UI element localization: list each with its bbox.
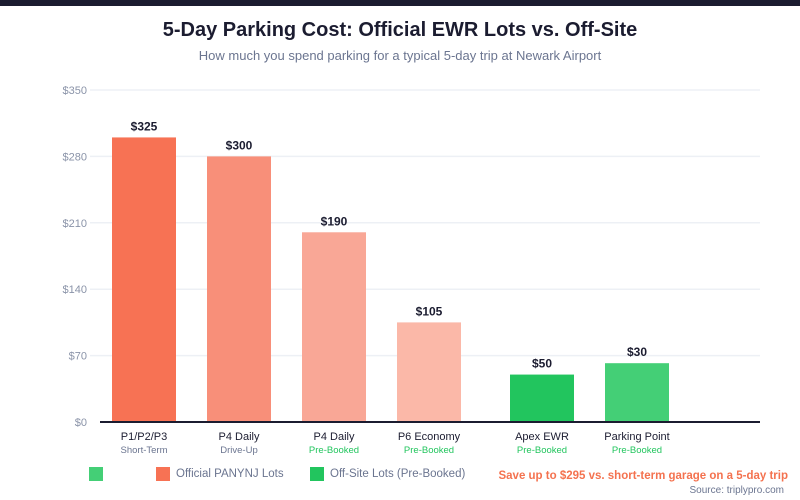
legend-swatch: [89, 467, 103, 481]
bar: [302, 232, 366, 422]
bar-chart: $0 $70 $140 $210 $280 $350 $325 P1/P2/P3 Short-T…: [63, 85, 760, 456]
x-tick-sublabel: Pre-Booked: [612, 445, 662, 456]
y-tick-label: $350: [63, 85, 87, 97]
y-tick-label: $280: [63, 151, 87, 163]
x-tick-label: Parking Point: [604, 431, 669, 443]
x-tick-sublabel: Pre-Booked: [404, 445, 454, 456]
legend-item-unlabeled: [89, 467, 109, 481]
y-tick-label: $140: [63, 284, 87, 296]
x-tick-sublabel: Short-Term: [121, 445, 168, 456]
legend-label: Official PANYNJ Lots: [176, 468, 284, 480]
legend-item-official: Official PANYNJ Lots: [156, 467, 284, 481]
data-label: $30: [627, 345, 647, 359]
bar: [510, 374, 574, 422]
data-label: $105: [416, 304, 443, 318]
bar: [207, 156, 271, 422]
x-tick-label: P4 Daily: [219, 431, 260, 443]
source-note: Source: triplypro.com: [689, 485, 784, 496]
data-label: $325: [131, 119, 158, 133]
legend-label: Off-Site Lots (Pre-Booked): [330, 468, 466, 480]
legend-swatch: [310, 467, 324, 481]
legend-item-offsite: Off-Site Lots (Pre-Booked): [310, 467, 465, 481]
bar: [397, 322, 461, 422]
y-tick-label: $70: [69, 351, 87, 363]
bar: [605, 363, 669, 422]
y-tick-label: $0: [75, 417, 87, 429]
x-tick-sublabel: Pre-Booked: [517, 445, 567, 456]
x-tick-sublabel: Pre-Booked: [309, 445, 359, 456]
savings-annotation: Save up to $295 vs. short-term garage on…: [498, 470, 788, 482]
bar: [112, 137, 176, 422]
data-label: $190: [321, 214, 348, 228]
x-tick-label: Apex EWR: [515, 431, 569, 443]
x-tick-sublabel: Drive-Up: [220, 445, 257, 456]
data-label: $50: [532, 357, 552, 371]
x-tick-label: P4 Daily: [314, 431, 355, 443]
legend-swatch: [156, 467, 170, 481]
chart-title: 5-Day Parking Cost: Official EWR Lots vs…: [162, 19, 638, 41]
chart-subtitle: How much you spend parking for a typical…: [198, 48, 602, 63]
x-tick-label: P6 Economy: [398, 431, 461, 443]
data-label: $300: [226, 138, 253, 152]
y-tick-label: $210: [63, 218, 87, 230]
x-tick-label: P1/P2/P3: [121, 431, 167, 443]
top-bar: [0, 0, 800, 6]
